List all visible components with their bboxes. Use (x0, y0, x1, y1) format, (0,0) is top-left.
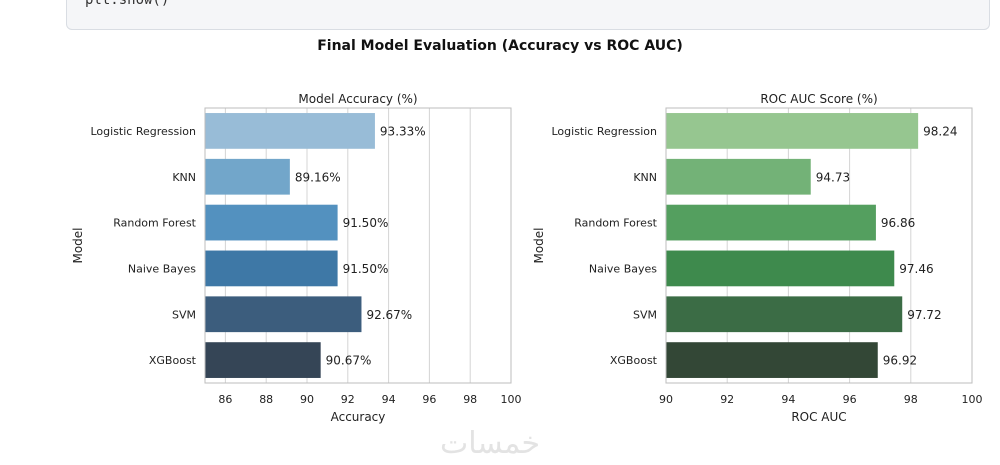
data-label: 93.33% (380, 124, 426, 138)
category-label: XGBoost (149, 354, 197, 367)
category-label: XGBoost (610, 354, 658, 367)
category-label: Logistic Regression (90, 125, 196, 138)
x-axis-label: Accuracy (331, 410, 386, 424)
chart-panel-1: 93.33% Logistic Regression 89.16% KNN 91.50%… (71, 92, 522, 424)
bar-svm (205, 296, 362, 333)
x-tick-label: 96 (843, 393, 857, 406)
bar-knn (666, 158, 811, 195)
category-label: KNN (172, 171, 196, 184)
plot-frame (204, 107, 512, 384)
category-label: KNN (633, 171, 657, 184)
y-axis-label: Model (532, 227, 546, 263)
bar-logistic-regression (205, 113, 375, 149)
code-cell[interactable]: plt.show() (66, 0, 990, 30)
data-label: 96.86 (881, 216, 915, 230)
bar-knn (205, 158, 290, 195)
category-label: Random Forest (113, 217, 196, 230)
x-tick-label: 94 (382, 393, 396, 406)
category-label: SVM (633, 308, 657, 321)
figure-title: Final Model Evaluation (Accuracy vs ROC … (317, 38, 683, 54)
x-tick-label: 92 (341, 393, 355, 406)
data-label: 96.92 (883, 354, 917, 368)
x-tick-label: 86 (218, 393, 232, 406)
x-tick-label: 94 (781, 393, 795, 406)
data-label: 90.67% (326, 354, 372, 368)
data-label: 97.46 (899, 262, 933, 276)
bar-naive-bayes (666, 250, 895, 287)
bar-naive-bayes (205, 250, 338, 287)
bar-xgboost (205, 342, 321, 378)
x-tick-label: 96 (422, 393, 436, 406)
data-label: 91.50% (343, 262, 389, 276)
y-axis-label: Model (71, 227, 85, 263)
category-label: Naive Bayes (589, 262, 657, 275)
x-tick-label: 100 (962, 393, 983, 406)
data-label: 98.24 (923, 124, 957, 138)
data-label: 94.73 (816, 170, 850, 184)
bar-logistic-regression (666, 113, 919, 149)
x-tick-label: 88 (259, 393, 273, 406)
watermark-logo: خمسات (440, 426, 541, 461)
plot-frame (665, 107, 973, 384)
bar-random-forest (205, 204, 338, 241)
bar-xgboost (666, 342, 878, 378)
x-axis-label: ROC AUC (791, 410, 846, 424)
category-label: SVM (172, 308, 196, 321)
chart-title: Model Accuracy (%) (298, 92, 417, 106)
code-line: plt.show() (85, 0, 170, 8)
x-tick-label: 98 (463, 393, 477, 406)
x-tick-label: 98 (904, 393, 918, 406)
data-label: 91.50% (343, 216, 389, 230)
category-label: Random Forest (574, 217, 657, 230)
data-label: 92.67% (366, 308, 412, 322)
x-tick-label: 92 (720, 393, 734, 406)
data-label: 89.16% (295, 170, 341, 184)
bar-random-forest (666, 204, 876, 241)
category-label: Logistic Regression (551, 125, 657, 138)
x-tick-label: 90 (300, 393, 314, 406)
data-label: 97.72 (907, 308, 941, 322)
bar-svm (666, 296, 903, 333)
category-label: Naive Bayes (128, 262, 196, 275)
chart-panel-2: 98.24 Logistic Regression 94.73 KNN 96.86 Ran… (532, 92, 983, 424)
chart-title: ROC AUC Score (%) (760, 92, 877, 106)
x-tick-label: 90 (659, 393, 673, 406)
x-tick-label: 100 (501, 393, 522, 406)
